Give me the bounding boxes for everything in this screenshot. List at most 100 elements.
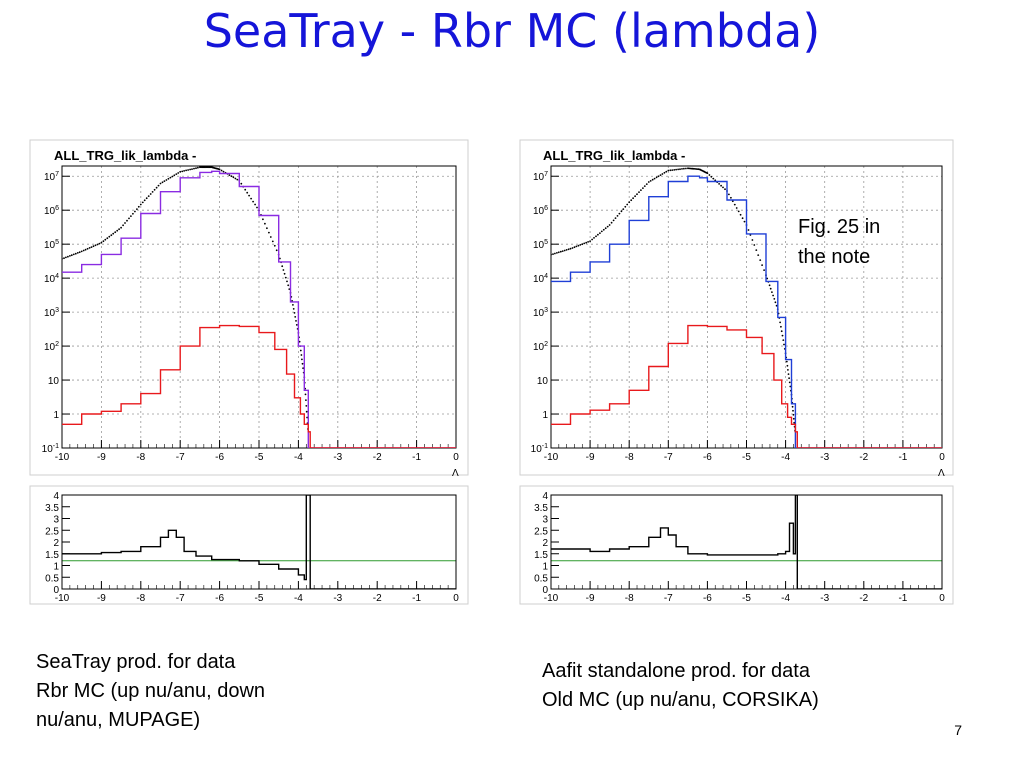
data-point xyxy=(565,249,568,251)
data-point xyxy=(275,249,278,252)
y-tick-label: 0.5 xyxy=(534,573,548,584)
data-point xyxy=(94,244,97,247)
data-point xyxy=(638,191,640,194)
data-point xyxy=(86,247,89,250)
data-point xyxy=(153,188,156,191)
data-point xyxy=(604,227,607,230)
data-point xyxy=(661,173,664,175)
x-tick-label: -8 xyxy=(625,593,634,604)
data-point xyxy=(173,174,176,177)
y-tick-label: 10 xyxy=(48,376,60,387)
histogram-title: ALL_TRG_lik_lambda - xyxy=(54,148,196,163)
data-point xyxy=(254,203,256,206)
data-point xyxy=(747,229,750,231)
data-point xyxy=(151,191,154,193)
x-tick-label: -10 xyxy=(55,593,70,604)
data-point xyxy=(782,339,785,341)
data-point xyxy=(737,210,740,213)
x-tick-label: -10 xyxy=(55,452,70,463)
data-point xyxy=(643,185,646,188)
data-point xyxy=(593,237,595,239)
data-point xyxy=(624,205,627,208)
data-point xyxy=(179,170,182,173)
data-point xyxy=(671,169,674,172)
series-line-1 xyxy=(62,170,456,448)
data-point xyxy=(720,184,722,187)
data-point xyxy=(761,264,763,266)
data-point xyxy=(96,243,99,246)
data-point xyxy=(110,234,113,237)
data-point xyxy=(645,183,648,186)
data-point xyxy=(287,284,290,287)
data-point xyxy=(266,227,268,230)
data-point xyxy=(177,172,180,174)
data-point xyxy=(751,239,754,241)
data-point xyxy=(90,246,93,249)
data-point xyxy=(286,280,288,283)
data-point xyxy=(681,168,683,170)
data-point xyxy=(768,284,771,287)
data-point xyxy=(571,247,574,249)
chart-right-ratio: -10 -9 -8 -7 -6 -5 -4 -3 -2 -1 000.511.522.533.54 xyxy=(519,485,954,605)
data-point xyxy=(567,248,570,251)
x-tick-label: -9 xyxy=(586,452,595,463)
data-point xyxy=(642,187,644,190)
data-point xyxy=(569,247,572,250)
data-point xyxy=(302,367,304,370)
x-tick-label: -6 xyxy=(215,593,224,604)
data-point xyxy=(597,233,599,236)
x-tick-label: -7 xyxy=(664,593,673,604)
data-point xyxy=(602,228,605,231)
data-point xyxy=(775,304,778,307)
data-point xyxy=(733,203,736,206)
data-point xyxy=(130,215,132,218)
data-point xyxy=(228,174,231,177)
data-point xyxy=(559,250,562,253)
x-tick-label: -10 xyxy=(544,593,559,604)
data-point xyxy=(710,175,713,178)
data-point xyxy=(165,179,168,181)
data-point xyxy=(773,298,776,300)
x-tick-label: -9 xyxy=(97,593,106,604)
y-tick-label: 1.5 xyxy=(45,550,59,561)
y-tick-label: 4 xyxy=(53,491,59,502)
data-point xyxy=(772,294,774,297)
data-point xyxy=(610,221,613,224)
y-tick-label: 1 xyxy=(53,562,59,573)
data-point xyxy=(195,167,197,170)
data-point xyxy=(84,248,87,251)
data-point xyxy=(663,171,666,174)
data-point xyxy=(786,364,789,367)
series-line-2 xyxy=(551,324,942,448)
data-point xyxy=(787,373,790,375)
data-point xyxy=(616,215,619,217)
x-tick-label: -8 xyxy=(625,452,634,463)
data-point xyxy=(583,242,586,245)
data-point xyxy=(244,188,247,191)
data-point xyxy=(557,251,560,254)
x-tick-label: -3 xyxy=(333,593,342,604)
data-point xyxy=(653,177,656,180)
data-point xyxy=(755,249,758,252)
data-point xyxy=(220,169,223,172)
data-point xyxy=(134,210,136,213)
data-point xyxy=(187,169,190,171)
x-tick-label: 0 xyxy=(939,593,945,604)
y-tick-label: 3.5 xyxy=(534,503,548,514)
series-line-0 xyxy=(551,495,942,589)
data-point xyxy=(771,291,773,293)
data-point xyxy=(741,217,744,220)
data-point xyxy=(293,312,296,314)
data-point xyxy=(595,235,597,238)
data-point xyxy=(793,421,796,424)
figure-note: Fig. 25 in the note xyxy=(798,216,881,268)
data-point xyxy=(82,249,85,252)
data-point xyxy=(632,197,634,200)
data-point xyxy=(634,195,636,198)
x-tick-label: -5 xyxy=(742,452,751,463)
data-point xyxy=(167,177,170,180)
x-tick-label: -7 xyxy=(664,452,673,463)
data-point xyxy=(787,369,789,371)
x-tick-label: -5 xyxy=(255,452,264,463)
data-point xyxy=(665,170,668,173)
